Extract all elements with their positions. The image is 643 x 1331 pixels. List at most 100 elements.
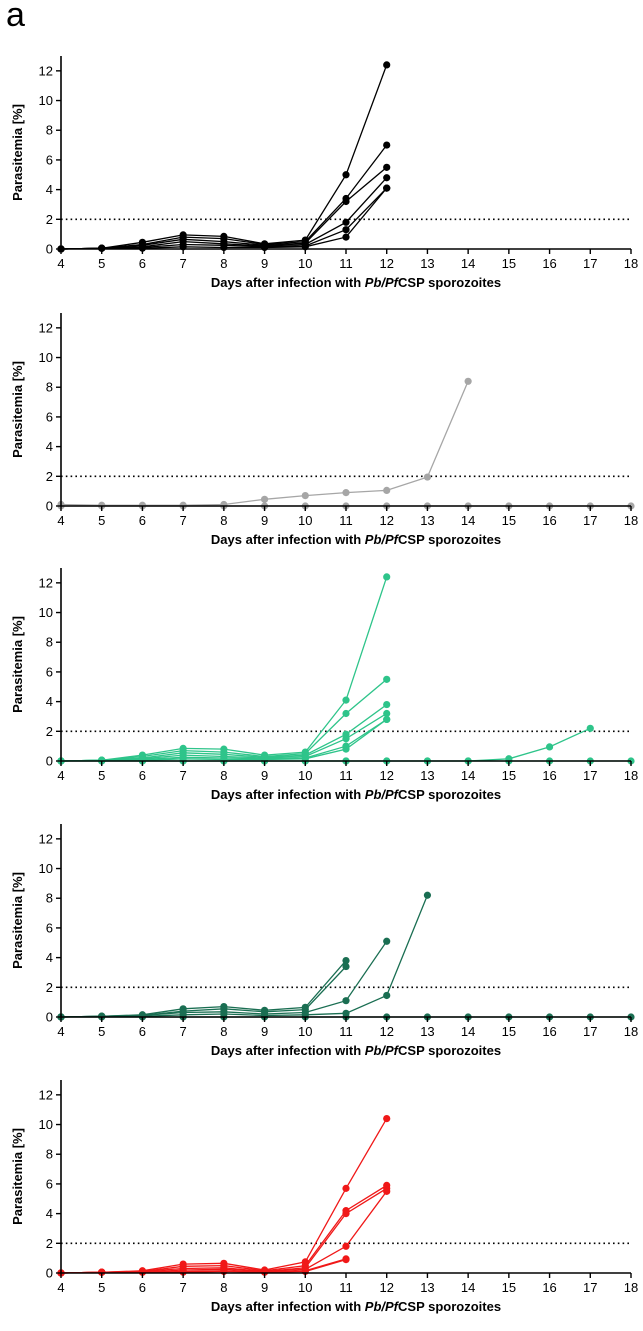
- data-point: [342, 696, 350, 704]
- x-tick-label: 6: [139, 1024, 146, 1039]
- x-tick-label: 18: [624, 256, 638, 271]
- y-tick-label: 2: [46, 980, 53, 995]
- y-axis-label: Parasitemia [%]: [10, 104, 25, 201]
- x-tick-label: 17: [583, 1024, 597, 1039]
- x-tick-label: 16: [542, 1280, 556, 1295]
- x-tick-label: 12: [379, 1280, 393, 1295]
- x-tick-label: 16: [542, 256, 556, 271]
- x-tick-label: 6: [139, 513, 146, 528]
- chart-panel-1: 0 2 4 6 8 10 12 4 5 6 7 8 9 10 11 12 13 14 15 16 17 18 Parasit…: [10, 56, 638, 290]
- x-tick-label: 13: [420, 513, 434, 528]
- x-tick-label: 10: [298, 768, 312, 783]
- y-tick-label: 10: [39, 605, 53, 620]
- y-tick-label: 8: [46, 123, 53, 138]
- y-axis-label: Parasitemia [%]: [10, 872, 25, 969]
- x-tick-label: 6: [139, 256, 146, 271]
- x-tick-label: 10: [298, 1024, 312, 1039]
- x-axis-label-part: CSP sporozoites: [398, 532, 501, 547]
- y-axis-label: Parasitemia [%]: [10, 1128, 25, 1225]
- y-tick-label: 10: [39, 350, 53, 365]
- x-tick-label: 16: [542, 1024, 556, 1039]
- x-tick-label: 5: [98, 768, 105, 783]
- x-tick-label: 10: [298, 256, 312, 271]
- y-tick-label: 8: [46, 1147, 53, 1162]
- data-point: [342, 489, 350, 497]
- data-point: [383, 163, 391, 171]
- data-point: [383, 486, 391, 495]
- y-tick-label: 12: [39, 320, 53, 335]
- data-point: [342, 171, 350, 179]
- x-axis-label-part: CSP sporozoites: [398, 1299, 501, 1314]
- x-axis-label-part: CSP sporozoites: [398, 787, 501, 802]
- x-tick-label: 14: [461, 513, 475, 528]
- x-tick-label: 8: [220, 513, 227, 528]
- x-tick-label: 8: [220, 256, 227, 271]
- data-point: [383, 991, 391, 1000]
- x-axis-label-part: Days after infection with: [211, 1299, 365, 1314]
- x-tick-label: 6: [139, 768, 146, 783]
- x-tick-label: 15: [502, 768, 516, 783]
- x-axis-label-part: Pb/Pf: [365, 532, 400, 547]
- y-tick-label: 10: [39, 93, 53, 108]
- y-tick-label: 8: [46, 380, 53, 395]
- data-point: [342, 1256, 350, 1264]
- y-axis-label: Parasitemia [%]: [10, 616, 25, 713]
- data-point: [423, 473, 432, 481]
- data-point: [342, 735, 350, 743]
- x-axis-label-part: Days after infection with: [211, 275, 365, 290]
- y-tick-label: 4: [46, 439, 53, 454]
- series-line-1: [60, 1118, 388, 1274]
- x-tick-label: 18: [624, 1024, 638, 1039]
- x-tick-label: 17: [583, 256, 597, 271]
- x-tick-label: 7: [180, 1024, 187, 1039]
- x-tick-label: 15: [502, 1280, 516, 1295]
- x-tick-label: 11: [339, 1280, 353, 1295]
- x-axis-label: Days after infection with Pb/PfCSP sporo…: [211, 1043, 501, 1058]
- y-tick-label: 0: [46, 499, 53, 514]
- x-tick-label: 8: [220, 1280, 227, 1295]
- data-point: [342, 1242, 350, 1250]
- data-point: [383, 61, 391, 69]
- x-axis-label: Days after infection with Pb/PfCSP sporo…: [211, 532, 501, 547]
- x-tick-label: 11: [339, 1024, 353, 1039]
- y-tick-label: 6: [46, 664, 53, 679]
- y-tick-label: 8: [46, 635, 53, 650]
- y-tick-label: 2: [46, 724, 53, 739]
- x-axis-label-part: Pb/Pf: [365, 1043, 400, 1058]
- x-tick-label: 15: [502, 1024, 516, 1039]
- x-tick-label: 4: [57, 1024, 64, 1039]
- y-tick-label: 2: [46, 469, 53, 484]
- x-tick-label: 14: [461, 1280, 475, 1295]
- x-tick-label: 14: [461, 256, 475, 271]
- x-tick-label: 4: [57, 1280, 64, 1295]
- x-tick-label: 7: [180, 256, 187, 271]
- x-tick-label: 7: [180, 768, 187, 783]
- x-tick-label: 12: [379, 513, 393, 528]
- x-tick-label: 9: [261, 1280, 268, 1295]
- x-axis-label-part: CSP sporozoites: [398, 275, 501, 290]
- y-tick-label: 10: [39, 1117, 53, 1132]
- data-point: [383, 700, 391, 709]
- x-tick-label: 7: [180, 1280, 187, 1295]
- x-tick-label: 9: [261, 513, 268, 528]
- data-point: [464, 377, 472, 385]
- x-tick-label: 16: [542, 513, 556, 528]
- x-tick-label: 4: [57, 768, 64, 783]
- x-tick-label: 6: [139, 1280, 146, 1295]
- data-point: [383, 937, 391, 945]
- x-tick-label: 11: [339, 256, 353, 271]
- data-point: [301, 492, 309, 500]
- x-tick-label: 17: [583, 1280, 597, 1295]
- data-point: [342, 709, 350, 718]
- data-point: [342, 233, 350, 241]
- y-tick-label: 4: [46, 1206, 53, 1221]
- x-tick-label: 14: [461, 768, 475, 783]
- y-tick-label: 12: [39, 1087, 53, 1102]
- y-tick-label: 12: [39, 831, 53, 846]
- y-tick-label: 0: [46, 1010, 53, 1025]
- x-tick-label: 5: [98, 256, 105, 271]
- x-tick-label: 13: [420, 1024, 434, 1039]
- series-line-1: [60, 576, 388, 762]
- data-point: [383, 141, 391, 149]
- chart-panel-3: 0 2 4 6 8 10 12 4 5 6 7 8 9 10 11 12 13 14 15 16 17 18 Parasit…: [10, 568, 638, 802]
